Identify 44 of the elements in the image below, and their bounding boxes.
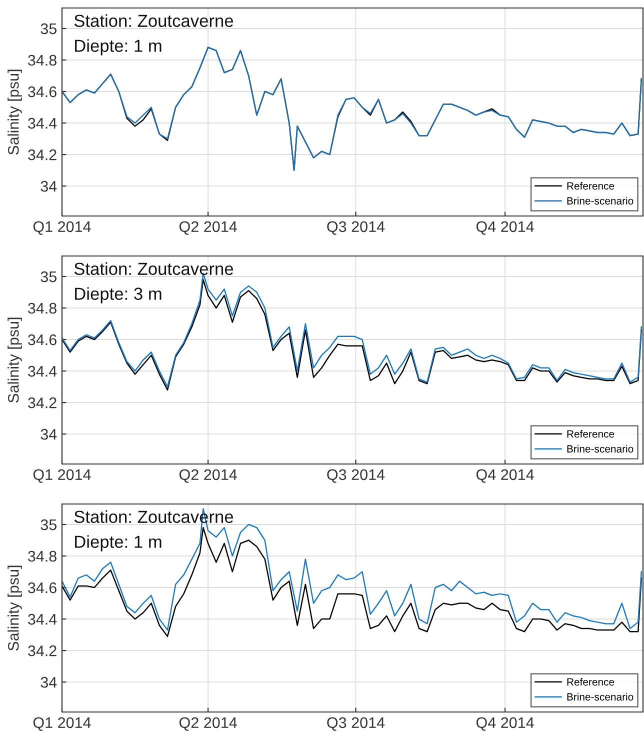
y-tick-label: 34.2: [28, 149, 56, 160]
annotation: Diepte: 3 m: [75, 287, 162, 304]
y-tick-label: 34.6: [28, 334, 56, 346]
annotation: Station: Zoutcaverne: [74, 262, 234, 275]
x-tick-label: Q4 2014: [476, 221, 534, 235]
y-tick-label: 34.8: [28, 302, 56, 314]
y-tick-label: 34.4: [28, 614, 57, 625]
x-tick-label: Q3 2014: [327, 469, 385, 483]
legend-label: Brine-scenario: [567, 196, 634, 205]
x-tick-label: Q4 2014: [476, 469, 534, 483]
legend-label: Brine-scenario: [567, 692, 634, 701]
y-tick-label: 34.4: [28, 366, 57, 377]
annotation: Diepte: 1 m: [75, 535, 162, 552]
annotation: Station: Zoutcaverne: [74, 14, 234, 27]
x-tick-label: Q1 2014: [33, 469, 91, 483]
x-tick-label: Q4 2014: [476, 717, 534, 731]
y-tick-label: 34.6: [28, 582, 56, 594]
y-tick-label: 34.2: [28, 645, 56, 656]
legend-label: Brine-scenario: [567, 444, 634, 453]
y-tick-label: 35: [40, 519, 56, 530]
x-tick-label: Q3 2014: [327, 717, 385, 731]
y-tick-label: 34.2: [28, 397, 56, 408]
y-tick-label: 34: [40, 676, 57, 688]
y-tick-label: 34.4: [28, 118, 57, 129]
legend-label: Reference: [567, 182, 614, 190]
x-tick-label: Q2 2014: [179, 221, 237, 235]
y-tick-label: 35: [40, 271, 56, 282]
x-tick-label: Q2 2014: [179, 717, 237, 731]
x-tick-label: Q2 2014: [179, 469, 237, 483]
y-tick-label: 34.6: [28, 86, 56, 98]
y-axis-title: Salinity [psu]: [8, 566, 22, 651]
y-tick-label: 34: [40, 180, 57, 192]
y-tick-label: 34.8: [28, 550, 56, 562]
x-tick-label: Q1 2014: [33, 717, 91, 731]
y-tick-label: 35: [40, 23, 56, 34]
x-tick-label: Q1 2014: [33, 221, 91, 235]
annotation: Diepte: 1 m: [75, 39, 162, 56]
y-tick-label: 34.8: [28, 54, 56, 66]
y-tick-label: 34: [40, 428, 57, 440]
y-axis-title: Salinity [psu]: [8, 70, 22, 155]
y-axis-title: Salinity [psu]: [8, 318, 22, 403]
legend-label: Reference: [567, 430, 614, 438]
legend-label: Reference: [567, 678, 614, 686]
x-tick-label: Q3 2014: [327, 221, 385, 235]
